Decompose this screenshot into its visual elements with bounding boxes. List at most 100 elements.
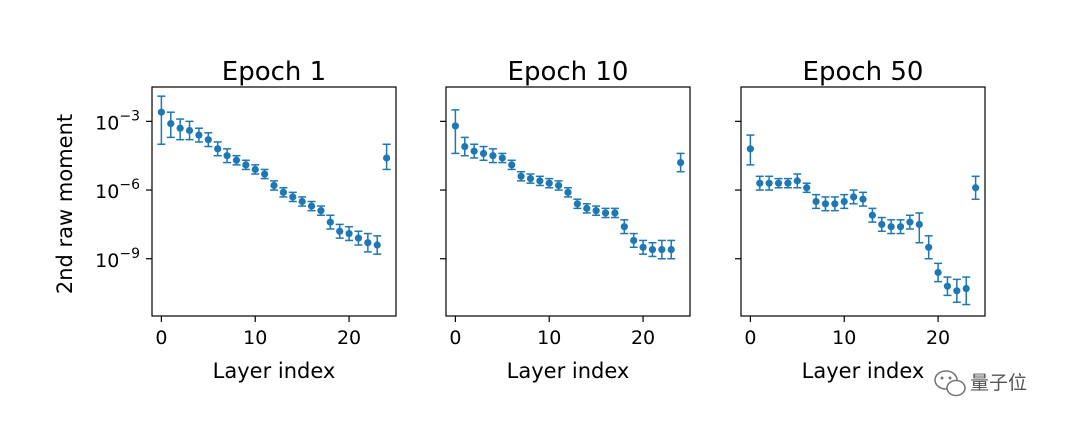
data-point bbox=[363, 232, 372, 253]
data-point bbox=[166, 111, 175, 139]
data-point bbox=[157, 95, 166, 145]
data-point bbox=[382, 143, 391, 171]
data-point bbox=[316, 205, 325, 216]
data-point bbox=[232, 154, 241, 166]
data-point bbox=[279, 187, 288, 198]
x-ticks: 0 10 20 bbox=[449, 316, 655, 349]
x-tick-label: 20 bbox=[631, 327, 655, 349]
y-tick-label: 10−3 bbox=[95, 108, 140, 134]
data-point bbox=[573, 198, 582, 210]
data-point bbox=[840, 193, 849, 210]
data-point bbox=[335, 223, 344, 239]
data-point bbox=[887, 219, 896, 235]
data-point bbox=[755, 175, 764, 191]
x-tick-label: 20 bbox=[926, 327, 950, 349]
data-point bbox=[592, 205, 601, 216]
data-point bbox=[830, 196, 839, 212]
y-tick-label: 10−6 bbox=[95, 177, 140, 203]
wechat-icon bbox=[934, 370, 966, 397]
data-point bbox=[554, 180, 563, 191]
y-axis-label: 2nd raw moment bbox=[53, 114, 77, 294]
data-point bbox=[326, 214, 335, 230]
plot-frame bbox=[740, 86, 986, 317]
data-point bbox=[812, 193, 821, 210]
series-markers bbox=[746, 134, 980, 306]
data-point bbox=[905, 214, 914, 230]
chart-title: Epoch 50 bbox=[803, 57, 924, 87]
y-ticks bbox=[735, 120, 741, 260]
data-point bbox=[470, 143, 479, 159]
data-point bbox=[629, 232, 638, 249]
x-ticks: 0 10 20 bbox=[155, 316, 361, 349]
data-point bbox=[479, 145, 488, 162]
data-point bbox=[270, 180, 278, 191]
panel-epoch-10: Epoch 10 0 10 20 Layer index bbox=[440, 57, 691, 383]
data-point bbox=[223, 148, 232, 164]
data-point bbox=[765, 175, 774, 191]
data-point bbox=[176, 118, 185, 141]
data-point bbox=[451, 109, 460, 155]
data-point bbox=[185, 120, 194, 141]
x-tick-label: 20 bbox=[337, 327, 361, 349]
data-point bbox=[213, 141, 222, 157]
data-point bbox=[601, 207, 610, 219]
series-markers bbox=[157, 95, 391, 255]
data-point bbox=[526, 173, 535, 184]
x-axis-label: Layer index bbox=[507, 359, 630, 383]
y-ticks: 10−3 10−6 10−9 bbox=[95, 108, 152, 272]
x-ticks: 0 10 20 bbox=[744, 316, 950, 349]
data-point bbox=[746, 134, 755, 166]
data-point bbox=[639, 239, 648, 255]
plot-frame bbox=[151, 86, 397, 317]
data-point bbox=[564, 187, 572, 198]
x-axis-label: Layer index bbox=[213, 359, 336, 383]
data-point bbox=[849, 189, 858, 205]
data-point bbox=[793, 173, 802, 189]
data-point bbox=[620, 219, 629, 235]
panel-epoch-1: Epoch 1 0 10 20 10−3 10−6 10−9 Layer index bbox=[95, 57, 397, 383]
data-point bbox=[354, 230, 363, 246]
data-point bbox=[667, 239, 676, 260]
data-point bbox=[648, 241, 657, 258]
data-point bbox=[241, 159, 250, 171]
x-tick-label: 10 bbox=[243, 327, 267, 349]
data-point bbox=[517, 170, 526, 182]
data-point bbox=[821, 196, 830, 212]
data-point bbox=[204, 132, 213, 148]
data-point bbox=[859, 191, 867, 207]
x-tick-label: 0 bbox=[155, 327, 167, 349]
data-point bbox=[507, 159, 516, 171]
data-point bbox=[774, 177, 783, 189]
data-point bbox=[582, 203, 591, 214]
data-point bbox=[783, 177, 792, 189]
data-point bbox=[307, 200, 316, 212]
data-point bbox=[460, 136, 469, 157]
data-point bbox=[251, 164, 260, 175]
chart-title: Epoch 1 bbox=[222, 57, 326, 87]
data-point bbox=[943, 276, 952, 297]
x-axis-label: Layer index bbox=[802, 359, 925, 383]
data-point bbox=[545, 177, 554, 189]
data-point bbox=[877, 216, 886, 233]
x-tick-label: 10 bbox=[832, 327, 856, 349]
x-tick-label: 0 bbox=[449, 327, 461, 349]
data-point bbox=[962, 276, 971, 306]
data-point bbox=[802, 182, 811, 194]
data-point bbox=[288, 191, 297, 203]
data-point bbox=[868, 207, 877, 223]
data-point bbox=[657, 239, 666, 260]
data-point bbox=[260, 168, 269, 180]
y-ticks bbox=[440, 120, 446, 260]
data-point bbox=[488, 148, 497, 164]
plot-frame bbox=[445, 86, 691, 317]
data-point bbox=[535, 175, 544, 187]
x-tick-label: 10 bbox=[537, 327, 561, 349]
data-point bbox=[971, 175, 980, 200]
data-point bbox=[676, 152, 685, 173]
watermark: 量子位 bbox=[934, 370, 1027, 397]
data-point bbox=[934, 262, 943, 283]
y-tick-label: 10−9 bbox=[95, 246, 140, 272]
data-point bbox=[896, 219, 905, 235]
x-tick-label: 0 bbox=[744, 327, 756, 349]
